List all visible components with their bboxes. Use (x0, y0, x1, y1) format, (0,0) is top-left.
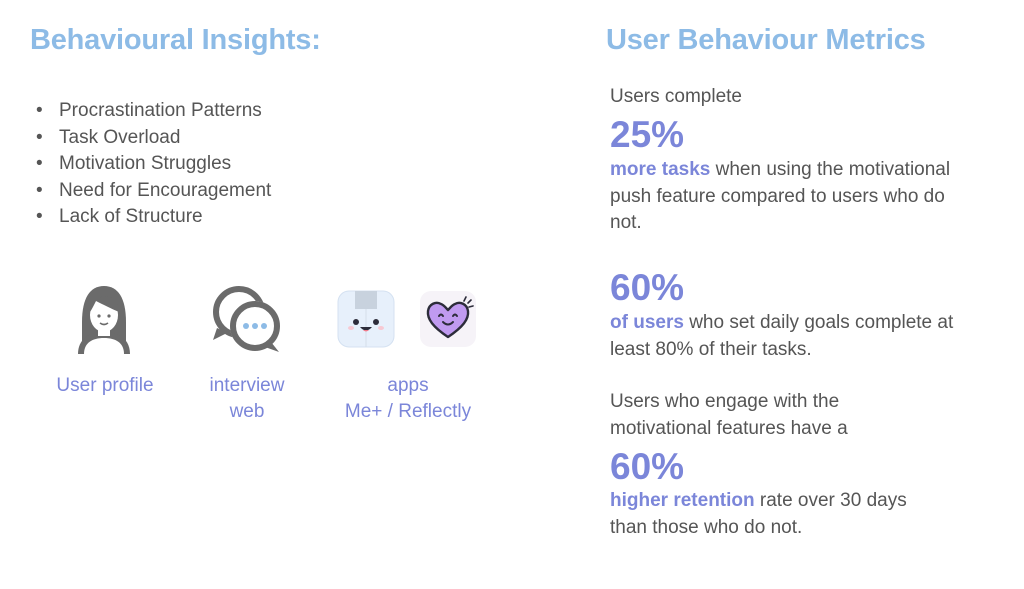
metric-2-rest: who set daily goals complete at least 80… (610, 312, 954, 360)
metric-3-highlight: higher retention (610, 490, 755, 511)
apps-names-label: Me+ / Reflectly (344, 401, 472, 422)
metric-1-intro: Users complete (610, 86, 742, 107)
metric-3-intro: Users who engage with the motivational f… (610, 391, 848, 439)
behavioural-insights-title: Behavioural Insights: (30, 24, 321, 56)
list-item: • Procrastination Patterns (36, 98, 271, 125)
apps-title-label: apps (387, 375, 429, 396)
bullet-icon: • (36, 100, 43, 121)
metric-3-value: 60% (610, 446, 685, 487)
insight-label: Motivation Struggles (59, 153, 232, 174)
bullet-icon: • (36, 153, 43, 174)
metric-3-rest: rate over 30 days than those who do not. (610, 490, 907, 538)
user-profile-label: User profile (56, 375, 154, 396)
reflectly-app-icon (420, 291, 476, 347)
metric-1-highlight: more tasks (610, 159, 711, 180)
metric-2-description: of users who set daily goals complete at… (610, 310, 980, 363)
metric-2-highlight: of users (610, 312, 684, 333)
interview-web-label: interview web (182, 373, 312, 425)
user-behaviour-metrics-title: User Behaviour Metrics (606, 24, 926, 56)
metric-2-value: 60% (610, 267, 685, 308)
me-plus-app-icon (337, 290, 395, 348)
list-item: • Task Overload (36, 125, 271, 152)
bullet-icon: • (36, 126, 43, 148)
metric-1-value: 25% (610, 114, 685, 155)
insight-label: Lack of Structure (59, 206, 203, 227)
metric-1-description: more tasks when using the motivational p… (610, 157, 980, 237)
list-item: • Motivation Struggles (36, 151, 271, 178)
metric-3-description: higher retention rate over 30 days than … (610, 488, 940, 541)
interview-label: interview (209, 375, 285, 396)
apps-label: apps Me+ / Reflectly (332, 373, 484, 425)
bullet-icon: • (36, 179, 43, 201)
insights-list: • Procrastination Patterns • Task Overload… (36, 98, 271, 231)
user-icon (78, 286, 130, 354)
chat-bubbles-icon (213, 286, 280, 352)
bullet-icon: • (36, 206, 43, 227)
web-label: web (229, 401, 265, 422)
list-item: • Need for Encouragement (36, 178, 271, 205)
insight-label: Procrastination Patterns (59, 100, 262, 121)
insight-label: Task Overload (59, 126, 181, 148)
metric-1-rest: when using the motivational push feature… (610, 159, 951, 233)
list-item: • Lack of Structure (36, 204, 271, 231)
insight-label: Need for Encouragement (59, 179, 272, 201)
